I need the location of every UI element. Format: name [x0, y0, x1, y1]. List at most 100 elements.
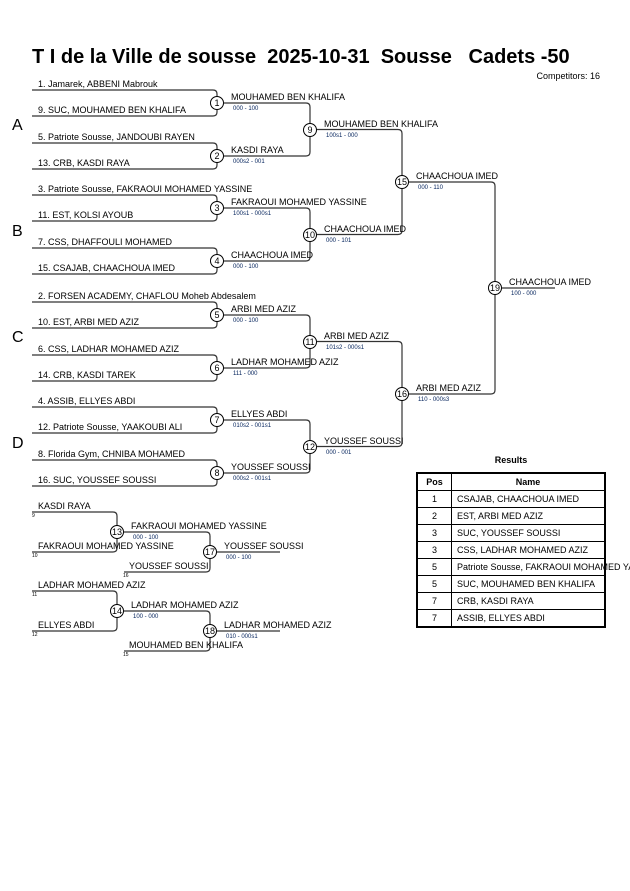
entrant-name: 12. Patriote Sousse, YAAKOUBI ALI — [38, 422, 183, 432]
bracket-line — [32, 103, 218, 117]
match-number-circle: 4 — [210, 254, 224, 268]
bracket-line — [409, 181, 496, 288]
match-score: 010 - 000s1 — [226, 634, 258, 640]
match-number-circle: 14 — [110, 604, 124, 618]
bracket-line — [32, 142, 218, 156]
match-number-circle: 13 — [110, 525, 124, 539]
repechage-entrant: ELLYES ABDI — [38, 620, 95, 630]
match-number-circle: 8 — [210, 466, 224, 480]
repechage-entrant: YOUSSEF SOUSSI — [129, 561, 209, 571]
match-winner: ARBI MED AZIZ — [231, 304, 297, 314]
results-row: 3 CSS, LADHAR MOHAMED AZIZ — [416, 541, 606, 559]
match-winner: LADHAR MOHAMED AZIZ — [224, 620, 332, 630]
bracket-line — [224, 446, 311, 474]
match-number-circle: 7 — [210, 413, 224, 427]
match-score: 000 - 100 — [233, 106, 259, 112]
source-match-number: 15 — [123, 652, 129, 658]
match-number-circle: 17 — [203, 545, 217, 559]
entrant-name: 5. Patriote Sousse, JANDOUBI RAYEN — [38, 132, 195, 142]
repechage-entrant: FAKRAOUI MOHAMED YASSINE — [38, 541, 174, 551]
bracket-line — [32, 261, 218, 275]
result-pos: 2 — [416, 507, 452, 525]
bracket-line — [32, 354, 218, 368]
match-score: 000 - 110 — [418, 185, 443, 191]
bracket-line — [32, 420, 218, 434]
match-score: 000 - 100 — [233, 318, 259, 324]
match-number-circle: 12 — [303, 439, 317, 454]
result-name: CSS, LADHAR MOHAMED AZIZ — [451, 541, 606, 559]
match-score: 000s2 - 001 — [233, 159, 265, 165]
match-number-circle: 9 — [303, 122, 317, 137]
bracket-line — [32, 368, 218, 382]
col-name: Name — [451, 472, 606, 491]
entrant-name: 7. CSS, DHAFFOULI MOHAMED — [38, 237, 173, 247]
match-winner: ARBI MED AZIZ — [324, 330, 390, 341]
match-winner: FAKRAOUI MOHAMED YASSINE — [131, 521, 267, 531]
match-winner: CHAACHOUA IMED — [416, 171, 499, 181]
match-number-circle: 1 — [210, 96, 224, 110]
entrant-name: 11. EST, KOLSI AYOUB — [38, 210, 134, 220]
match-score: 111 - 000 — [233, 371, 258, 377]
bracket-line — [32, 532, 118, 553]
pool-label: A — [12, 117, 23, 134]
bracket-line — [32, 89, 218, 103]
match-winner: CHAACHOUA IMED — [324, 223, 407, 234]
bracket-line — [124, 631, 211, 652]
results-row: 3 SUC, YOUSSEF SOUSSI — [416, 524, 606, 542]
bracket-line — [224, 419, 311, 447]
bracket-line — [409, 288, 496, 395]
results-table: Pos Name 1 CSAJAB, CHAACHOUA IMED 2 EST, AR… — [416, 472, 630, 628]
match-winner: ARBI MED AZIZ — [416, 383, 482, 393]
entrant-name: 9. SUC, MOUHAMED BEN KHALIFA — [38, 105, 187, 115]
result-name: EST, ARBI MED AZIZ — [451, 507, 606, 525]
entrant-name: 3. Patriote Sousse, FAKRAOUI MOHAMED YAS… — [38, 184, 253, 194]
results-title: Results — [494, 455, 528, 465]
result-name: CRB, KASDI RAYA — [451, 592, 606, 610]
pool-label: D — [12, 435, 24, 452]
result-pos: 7 — [416, 592, 452, 610]
result-name: SUC, MOUHAMED BEN KHALIFA — [451, 575, 606, 593]
entrant-name: 8. Florida Gym, CHNIBA MOHAMED — [38, 449, 186, 459]
bracket-line — [317, 394, 403, 448]
match-winner: YOUSSEF SOUSSI — [231, 462, 311, 472]
result-pos: 7 — [416, 609, 452, 628]
match-score: 101s2 - 000s1 — [326, 344, 365, 351]
match-score: 000 - 001 — [326, 449, 352, 456]
entrant-name: 2. FORSEN ACADEMY, CHAFLOU Moheb Abdesal… — [38, 291, 256, 301]
match-winner: CHAACHOUA IMED — [509, 277, 592, 287]
source-match-number: 12 — [32, 632, 38, 638]
bracket-line — [32, 511, 118, 532]
source-match-number: 11 — [32, 592, 38, 598]
bracket-line — [224, 207, 311, 235]
results-row: 5 SUC, MOUHAMED BEN KHALIFA — [416, 575, 606, 593]
col-pos: Pos — [416, 472, 452, 491]
entrant-name: 15. CSAJAB, CHAACHOUA IMED — [38, 263, 176, 273]
bracket-line — [32, 459, 218, 473]
bracket-line — [124, 610, 211, 631]
entrant-name: 14. CRB, KASDI TAREK — [38, 370, 136, 380]
match-number-circle: 3 — [210, 201, 224, 215]
bracket-line — [32, 194, 218, 208]
source-match-number: 10 — [32, 553, 38, 559]
pool-label: B — [12, 223, 23, 240]
match-winner: MOUHAMED BEN KHALIFA — [231, 92, 346, 102]
match-score: 010s2 - 001s1 — [233, 423, 272, 429]
bracket-line — [32, 208, 218, 222]
bracket-line — [32, 247, 218, 261]
bracket-line — [32, 301, 218, 315]
bracket-line — [224, 102, 311, 130]
match-number-circle: 2 — [210, 149, 224, 163]
results-row: 1 CSAJAB, CHAACHOUA IMED — [416, 490, 606, 508]
entrant-name: 13. CRB, KASDI RAYA — [38, 158, 130, 168]
bracket-line — [224, 341, 311, 369]
match-number-circle: 19 — [488, 281, 502, 295]
match-winner: CHAACHOUA IMED — [231, 250, 314, 260]
bracket-line — [224, 314, 311, 342]
match-score: 100s1 - 000 — [326, 132, 358, 139]
match-number-circle: 6 — [210, 361, 224, 375]
repechage-entrant: MOUHAMED BEN KHALIFA — [129, 640, 244, 650]
match-score: 000s2 - 001s1 — [233, 476, 272, 482]
result-pos: 3 — [416, 524, 452, 542]
